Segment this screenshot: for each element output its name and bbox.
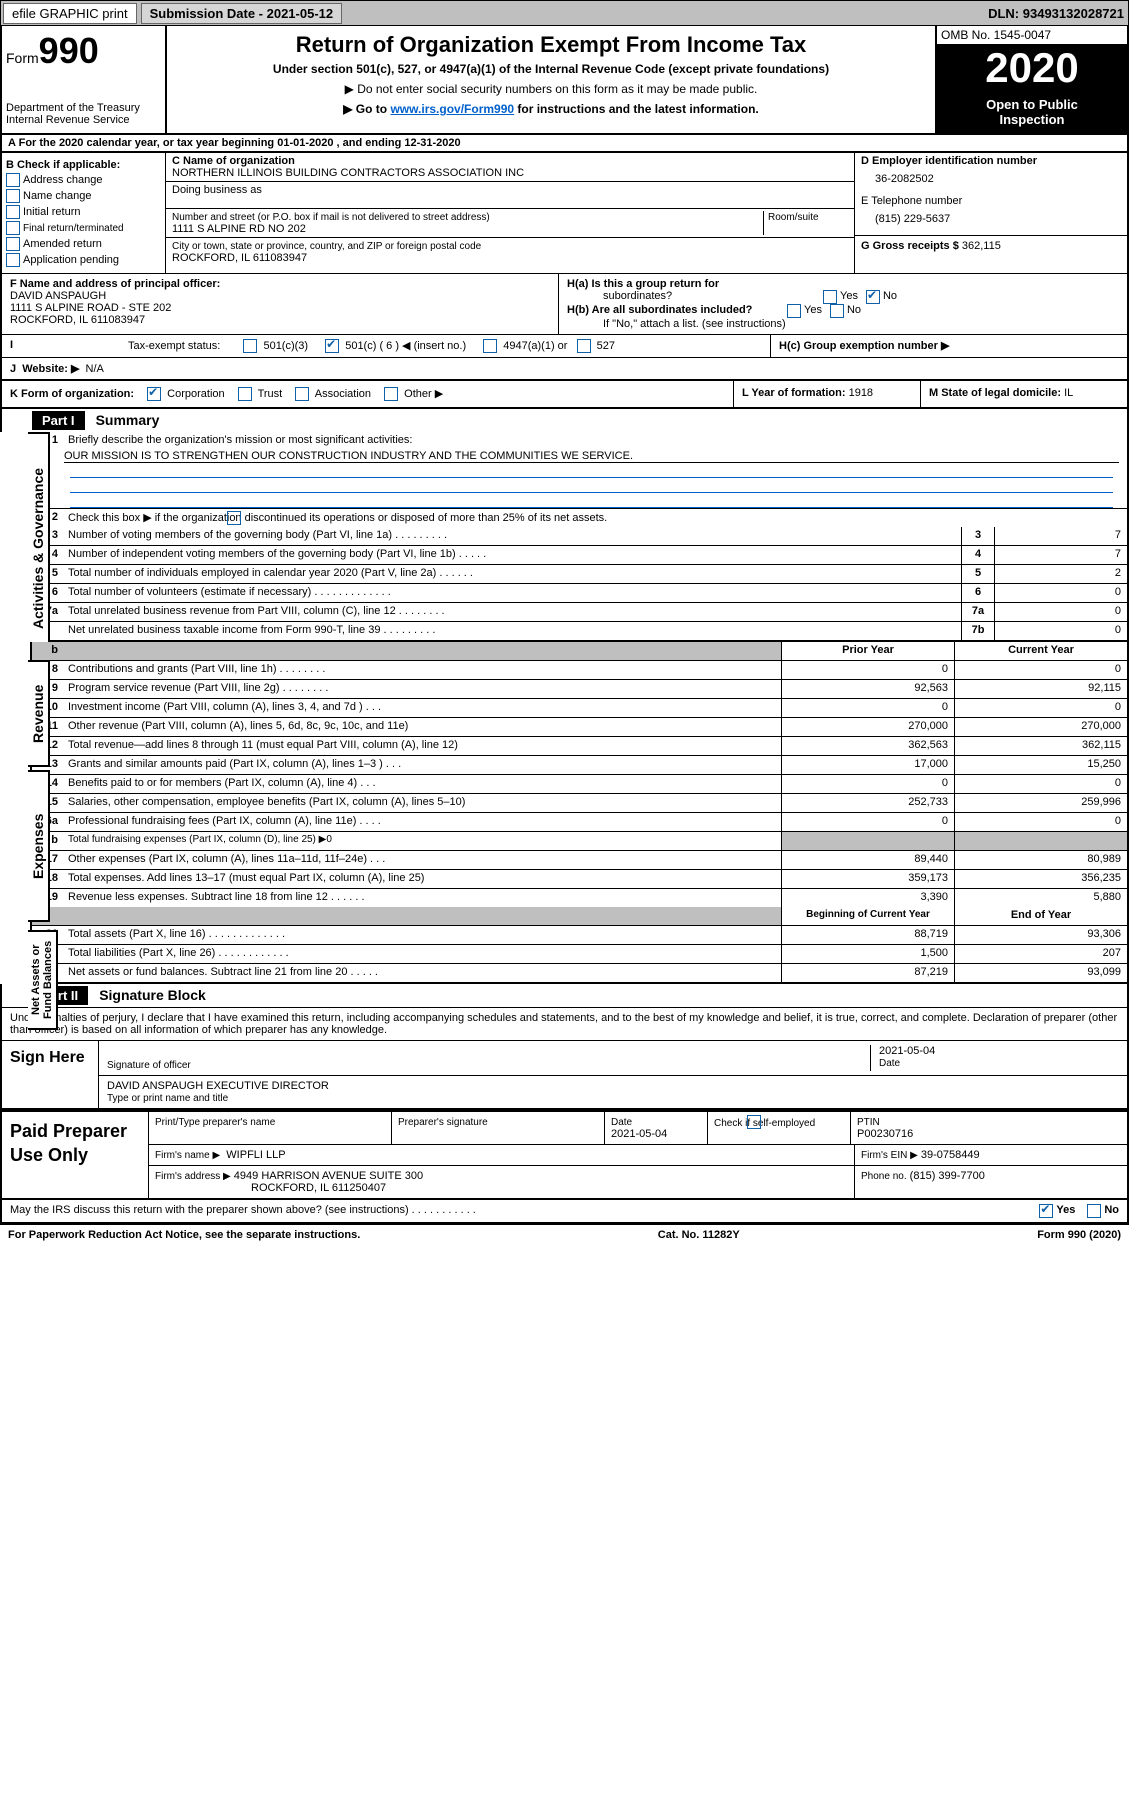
form-prefix: Form [6,50,39,66]
org-street: 1111 S ALPINE RD NO 202 [172,223,306,235]
cat-no: Cat. No. 11282Y [658,1229,740,1241]
name-change-checkbox[interactable] [6,189,20,203]
corporation-checkbox[interactable] [147,387,161,401]
telephone-value: (815) 229-5637 [875,213,1121,225]
discuss-no-checkbox[interactable] [1087,1204,1101,1218]
website-value: N/A [86,363,104,375]
part2-label: Signature Block [99,987,206,1003]
application-pending-checkbox[interactable] [6,253,20,267]
501c3-checkbox[interactable] [243,339,257,353]
4947-checkbox[interactable] [483,339,497,353]
part1-bar: Part I [32,411,85,430]
val-4: 7 [994,546,1127,564]
expenses-tab: Expenses [28,770,50,922]
tax-status-row: Tax-exempt status: 501(c)(3) 501(c) ( 6 … [120,335,770,357]
org-city: ROCKFORD, IL 611083947 [172,252,307,264]
part1-label: Summary [96,412,160,428]
ptin-value: P00230716 [857,1128,913,1140]
officer-addr2: ROCKFORD, IL 611083947 [10,314,550,326]
other-checkbox[interactable] [384,387,398,401]
revenue-tab: Revenue [28,660,50,767]
org-name: NORTHERN ILLINOIS BUILDING CONTRACTORS A… [172,167,524,179]
val-5: 2 [994,565,1127,583]
sign-date: 2021-05-04 [879,1045,935,1057]
hb-no-checkbox[interactable] [830,304,844,318]
governance-tab: Activities & Governance [28,432,50,664]
firm-ein: 39-0758449 [921,1149,980,1161]
discuss-text: May the IRS discuss this return with the… [10,1204,1039,1218]
form-title: Return of Organization Exempt From Incom… [171,32,931,58]
firm-name: WIPFLI LLP [226,1149,285,1161]
discuss-yes-checkbox[interactable] [1039,1204,1053,1218]
netassets-tab: Net Assets or Fund Balances [28,930,58,1030]
section-b: B Check if applicable: Address change Na… [2,153,166,273]
irs-link[interactable]: www.irs.gov/Form990 [390,102,514,116]
section-h: H(a) Is this a group return for subordin… [559,274,1127,334]
trust-checkbox[interactable] [238,387,252,401]
sectb-label: B Check if applicable: [6,159,161,171]
address-change-checkbox[interactable] [6,173,20,187]
527-checkbox[interactable] [577,339,591,353]
omb-number: OMB No. 1545-0047 [937,26,1127,45]
firm-phone: (815) 399-7700 [910,1170,985,1182]
submission-date-button[interactable]: Submission Date - 2021-05-12 [141,3,343,24]
form-no-footer: Form 990 (2020) [1037,1229,1121,1241]
ein-value: 36-2082502 [875,173,1121,185]
line-k: K Form of organization: Corporation Trus… [2,381,733,407]
officer-addr1: 1111 S ALPINE ROAD - STE 202 [10,302,550,314]
firm-addr1: 4949 HARRISON AVENUE SUITE 300 [234,1170,423,1182]
perjury-text: Under penalties of perjury, I declare th… [0,1008,1129,1040]
officer-name: DAVID ANSPAUGH [10,290,550,302]
line-a-text: For the 2020 calendar year, or tax year … [19,137,461,149]
initial-return-checkbox[interactable] [6,205,20,219]
ha-no-checkbox[interactable] [866,290,880,304]
open-public-2: Inspection [999,112,1064,127]
dept-treasury-1: Department of the Treasury [6,102,161,114]
officer-print-name: DAVID ANSPAUGH EXECUTIVE DIRECTOR [107,1080,329,1092]
association-checkbox[interactable] [295,387,309,401]
dept-treasury-2: Internal Revenue Service [6,114,161,126]
efile-label: efile GRAPHIC print [3,3,137,24]
header-sub3: ▶ Go to www.irs.gov/Form990 for instruct… [171,102,931,116]
section-d: D Employer identification number 36-2082… [855,153,1127,273]
mission-text: OUR MISSION IS TO STRENGTHEN OUR CONSTRU… [64,450,1119,463]
final-return-checkbox[interactable] [6,221,20,235]
open-public-1: Open to Public [986,97,1078,112]
form-id-block: Form990 Department of the Treasury Inter… [2,26,167,133]
form-number: 990 [39,30,99,71]
paperwork-note: For Paperwork Reduction Act Notice, see … [8,1229,360,1241]
501c-checkbox[interactable] [325,339,339,353]
val-3: 7 [994,527,1127,545]
header-sub2: ▶ Do not enter social security numbers o… [171,82,931,96]
val-7a: 0 [994,603,1127,621]
dln-label: DLN: [988,6,1019,21]
val-6: 0 [994,584,1127,602]
tax-year: 2020 [937,45,1127,91]
val-7b: 0 [994,622,1127,640]
self-employed-checkbox[interactable] [747,1115,761,1129]
state-domicile: IL [1064,387,1073,399]
amended-return-checkbox[interactable] [6,237,20,251]
firm-addr2: ROCKFORD, IL 611250407 [251,1182,386,1194]
section-c: C Name of organizationNORTHERN ILLINOIS … [166,153,855,273]
efile-topbar: efile GRAPHIC print Submission Date - 20… [0,0,1129,26]
paid-preparer-label: Paid Preparer Use Only [2,1112,149,1198]
hb-yes-checkbox[interactable] [787,304,801,318]
dln-value: 93493132028721 [1023,6,1124,21]
sign-here-label: Sign Here [2,1041,99,1108]
gross-receipts: 362,115 [962,240,1001,252]
discontinued-checkbox[interactable] [227,511,241,525]
header-sub1: Under section 501(c), 527, or 4947(a)(1)… [171,62,931,76]
ha-yes-checkbox[interactable] [823,290,837,304]
year-formation: 1918 [849,387,873,399]
